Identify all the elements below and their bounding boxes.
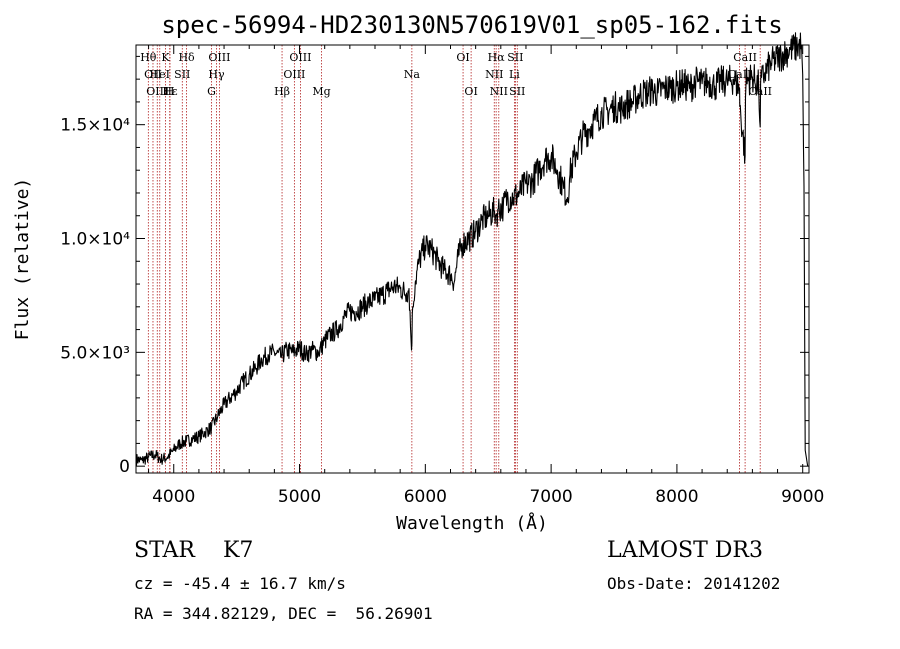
line-label: OI xyxy=(464,85,477,98)
observation-date: Obs-Date: 20141202 xyxy=(607,574,781,593)
line-label: CaII xyxy=(733,51,757,64)
line-label: SII xyxy=(509,85,525,98)
x-axis: 4000 5000 6000 7000 8000 9000 xyxy=(148,45,824,507)
line-label: G xyxy=(207,85,216,98)
x-tick-label: 5000 xyxy=(278,487,321,507)
line-label: OIII xyxy=(208,51,230,64)
x-tick-label: 4000 xyxy=(152,487,195,507)
x-axis-label: Wavelength (Å) xyxy=(396,512,548,534)
line-label: NII xyxy=(485,68,503,81)
y-axis: 0 5.0×10³ 1.0×10⁴ 1.5×10⁴ xyxy=(60,55,809,477)
line-label: H xyxy=(165,85,175,98)
plot-frame xyxy=(135,44,810,474)
redshift-cz: cz = -45.4 ± 16.7 km/s xyxy=(134,574,346,593)
spectral-line-markers xyxy=(147,45,761,473)
spectral-line-labels: Hθ OII OIII HeI K HεH SII Hδ G Hγ OIII Hβ OIII OIII Mg… xyxy=(140,51,772,98)
x-tick-label: 9000 xyxy=(781,487,824,507)
line-label: OIII xyxy=(283,68,305,81)
line-label: Hβ xyxy=(274,85,290,98)
chart-title: spec-56994-HD230130N570619V01_sp05-162.f… xyxy=(161,11,782,39)
spectrum-line xyxy=(135,32,809,467)
y-tick-label: 1.0×10⁴ xyxy=(60,230,130,250)
y-tick-label: 0 xyxy=(119,457,130,477)
line-label: Mg xyxy=(312,85,330,98)
line-label: OIII xyxy=(289,51,311,64)
line-label: SII xyxy=(507,51,523,64)
y-axis-label: Flux (relative) xyxy=(12,178,33,341)
line-label: Na xyxy=(404,68,421,81)
y-tick-label: 5.0×10³ xyxy=(60,343,130,363)
x-tick-label: 7000 xyxy=(529,487,572,507)
survey-name: LAMOST DR3 xyxy=(607,538,763,563)
line-label: NII xyxy=(490,85,508,98)
object-class: STAR K7 xyxy=(134,538,254,563)
line-label: Hε xyxy=(162,85,178,98)
line-label: Hδ xyxy=(178,51,195,64)
line-label: OII xyxy=(144,68,162,81)
line-label: CaII xyxy=(728,68,752,81)
x-tick-label: 6000 xyxy=(404,487,447,507)
line-label: K xyxy=(161,51,170,64)
y-tick-label: 1.5×10⁴ xyxy=(60,116,130,136)
line-label: OIII xyxy=(146,85,168,98)
coordinates: RA = 344.82129, DEC = 56.26901 xyxy=(134,604,433,623)
line-label: OI xyxy=(456,51,469,64)
line-label: HeI xyxy=(150,68,170,81)
x-tick-label: 8000 xyxy=(655,487,698,507)
line-label: SII xyxy=(174,68,190,81)
line-label: Li xyxy=(509,68,520,81)
line-label: Hθ xyxy=(140,51,157,64)
line-label: Hγ xyxy=(208,68,225,81)
line-label: Hα xyxy=(488,51,506,64)
